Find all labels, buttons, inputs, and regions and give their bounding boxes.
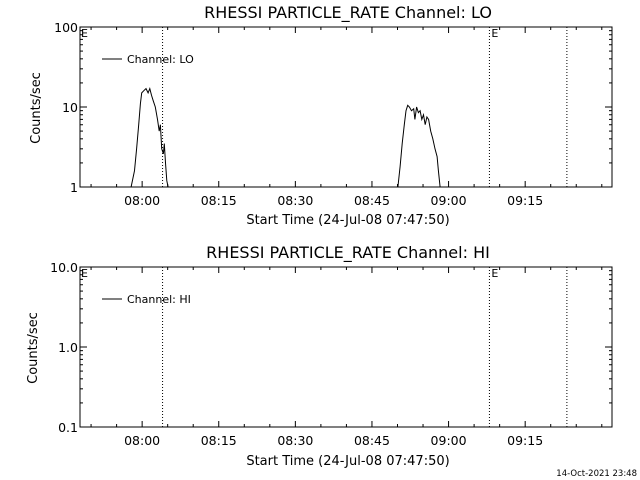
x-axis-label-lo: Start Time (24-Jul-08 07:47:50) (246, 213, 449, 228)
x-axis-label-hi: Start Time (24-Jul-08 07:47:50) (246, 454, 449, 469)
y-tick-label-hi: 10.0 (50, 260, 78, 275)
legend-label-hi: Channel: HI (127, 293, 191, 306)
x-tick-label-hi: 09:15 (507, 433, 543, 448)
series-line-lo (397, 104, 441, 188)
x-tick-label-lo: 08:00 (124, 193, 160, 208)
x-tick-label-lo: 08:15 (201, 193, 237, 208)
footer-timestamp: 14-Oct-2021 23:48 (556, 469, 637, 479)
legend-label-lo: Channel: LO (127, 53, 194, 66)
y-tick-label-hi: 0.1 (58, 420, 78, 435)
x-tick-label-hi: 08:30 (277, 433, 313, 448)
event-line-label-lo: E (491, 27, 498, 40)
panel-lo: RHESSI PARTICLE_RATE Channel: LO Counts/… (29, 3, 613, 228)
x-tick-label-hi: 09:00 (431, 433, 467, 448)
chart-title-lo: RHESSI PARTICLE_RATE Channel: LO (204, 3, 492, 23)
y-axis-label-lo: Counts/sec (29, 72, 44, 144)
y-tick-label-lo: 100 (54, 20, 78, 35)
left-marker-lo: E (81, 27, 88, 40)
y-tick-label-lo: 1 (70, 180, 78, 195)
x-tick-label-lo: 09:00 (431, 193, 467, 208)
chart-title-hi: RHESSI PARTICLE_RATE Channel: HI (206, 243, 490, 263)
event-line-label-hi: E (491, 267, 498, 280)
x-tick-label-lo: 08:45 (354, 193, 390, 208)
x-tick-label-hi: 08:15 (201, 433, 237, 448)
x-tick-label-hi: 08:00 (124, 433, 160, 448)
x-tick-label-hi: 08:45 (354, 433, 390, 448)
y-axis-label-hi: Counts/sec (26, 312, 41, 384)
left-marker-hi: E (81, 267, 88, 280)
y-tick-label-lo: 10 (62, 100, 78, 115)
x-tick-label-lo: 09:15 (507, 193, 543, 208)
panel-hi: RHESSI PARTICLE_RATE Channel: HI Counts/… (26, 243, 613, 469)
x-tick-label-lo: 08:30 (277, 193, 313, 208)
y-tick-label-hi: 1.0 (58, 340, 78, 355)
series-line-lo (130, 86, 169, 188)
